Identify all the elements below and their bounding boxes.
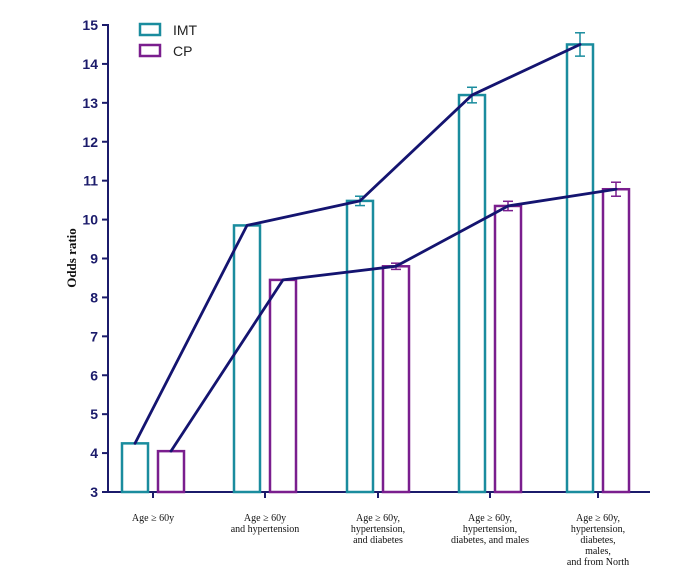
legend-label-imt: IMT: [173, 22, 198, 38]
trend-line-imt: [133, 43, 582, 445]
y-tick-label: 8: [90, 289, 98, 305]
trend-line-cp: [169, 187, 618, 453]
y-axis-label: Odds ratio: [64, 228, 79, 288]
y-tick-label: 9: [90, 251, 98, 267]
bar-cp-4: [601, 187, 631, 494]
x-category-label-line: hypertension,: [351, 524, 405, 535]
y-tick-label: 14: [82, 56, 98, 72]
x-category-label-line: males,: [585, 546, 611, 557]
y-tick-label: 15: [82, 17, 98, 33]
bar-imt-3: [457, 93, 487, 494]
x-category-label-line: hypertension,: [571, 524, 625, 535]
y-tick-label: 7: [90, 328, 98, 344]
legend-swatch-imt: [138, 22, 162, 37]
bar-imt-0: [120, 442, 150, 494]
bar-cp-1: [268, 278, 298, 494]
x-category-label: Age ≥ 60y, hypertension, diabetes, males, an…: [567, 513, 629, 568]
bar-imt-2: [345, 199, 375, 494]
x-category-label: Age ≥ 60y, hypertension, diabetes, and mal…: [451, 513, 529, 546]
legend-swatch-cp: [138, 43, 162, 58]
x-category-label-line: Age ≥ 60y,: [356, 513, 400, 524]
x-category-label-line: Age ≥ 60y: [132, 513, 174, 524]
x-category-label-line: and diabetes: [353, 535, 403, 546]
x-category-label-line: diabetes, and males: [451, 535, 529, 546]
x-category-label: Age ≥ 60y: [132, 513, 174, 524]
legend-label-cp: CP: [173, 43, 192, 59]
bar-cp-3: [493, 204, 523, 494]
y-tick-label: 10: [82, 212, 98, 228]
x-category-label: Age ≥ 60y and hypertension: [231, 513, 300, 535]
x-category-label-line: Age ≥ 60y,: [468, 513, 512, 524]
x-category-label-line: hypertension,: [463, 524, 517, 535]
x-category-label: Age ≥ 60y, hypertension, and diabetes: [351, 513, 405, 546]
x-category-label-line: diabetes,: [580, 535, 615, 546]
y-tick-label: 13: [82, 95, 98, 111]
axes: 3 4 5 6 7 8 9 10 11 12 13 14 15: [82, 17, 650, 500]
bar-cp-2: [381, 265, 411, 494]
y-tick-label: 5: [90, 406, 98, 422]
bar-imt-1: [232, 224, 262, 494]
legend: IMT CP: [138, 22, 198, 59]
x-category-label-line: and from North: [567, 557, 629, 568]
y-tick-label: 3: [90, 484, 98, 500]
y-tick-label: 6: [90, 367, 98, 383]
y-tick-label: 12: [82, 134, 98, 150]
x-category-label-line: and hypertension: [231, 524, 300, 535]
bar-cp-0: [156, 449, 186, 494]
y-tick-label: 11: [83, 173, 98, 189]
bars: [120, 43, 631, 494]
x-category-label-line: Age ≥ 60y: [244, 513, 286, 524]
x-category-label-line: Age ≥ 60y,: [576, 513, 620, 524]
y-tick-label: 4: [90, 445, 98, 461]
trend-lines: [133, 43, 618, 453]
bar-imt-4: [565, 43, 595, 494]
